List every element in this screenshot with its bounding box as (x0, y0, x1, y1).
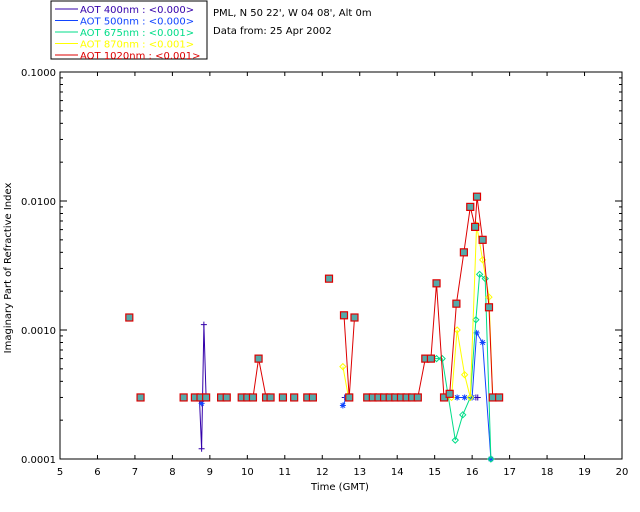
data-point-diamond (481, 274, 489, 283)
x-tick-label: 16 (466, 467, 479, 478)
y-tick-label: 0.1000 (21, 68, 56, 79)
data-point-asterisk (339, 402, 346, 409)
x-tick-label: 15 (428, 467, 441, 478)
x-tick-label: 9 (207, 467, 213, 478)
legend-label: AOT 675nm : <0.001> (80, 28, 194, 39)
data-point-square (472, 192, 482, 201)
data-point-square (495, 393, 504, 402)
data-point-square (432, 279, 441, 288)
x-tick-label: 12 (316, 467, 329, 478)
data-point-plus (200, 321, 207, 328)
series-line (367, 196, 500, 399)
series-line (343, 315, 355, 398)
data-point-square (222, 393, 231, 402)
date-text: Data from: 25 Apr 2002 (213, 26, 332, 37)
data-point-square (426, 354, 436, 363)
data-point-square (471, 222, 480, 231)
x-tick-label: 8 (169, 467, 175, 478)
data-point-square (324, 274, 334, 283)
y-tick-label: 0.0001 (21, 455, 56, 466)
x-tick-label: 18 (541, 467, 554, 478)
data-point-diamond (339, 362, 347, 371)
data-point-square (345, 393, 354, 402)
data-point-asterisk (479, 339, 486, 346)
data-point-square (308, 393, 317, 402)
legend-label: AOT 500nm : <0.000> (80, 17, 194, 28)
series-line (342, 366, 349, 398)
series-1 (196, 321, 481, 452)
x-tick-label: 20 (616, 467, 629, 478)
data-point-diamond (466, 393, 474, 402)
data-point-asterisk (461, 394, 468, 401)
data-point-square (452, 299, 461, 308)
data-point-square (125, 313, 134, 322)
series-line (430, 273, 492, 460)
data-point-diamond (485, 293, 493, 301)
x-tick-label: 7 (132, 467, 138, 478)
x-tick-label: 14 (391, 467, 404, 478)
data-point-square (445, 389, 454, 398)
legend-label: AOT 870nm : <0.001> (80, 40, 194, 51)
x-tick-label: 11 (278, 467, 291, 478)
location-text: PML, N 50 22', W 04 08', Alt 0m (213, 8, 372, 19)
data-point-plus (198, 445, 205, 452)
legend: AOT 400nm : <0.000>AOT 500nm : <0.000>AO… (50, 0, 208, 62)
y-tick-label: 0.0100 (21, 197, 56, 208)
data-point-square (484, 303, 494, 312)
data-point-square (136, 393, 145, 402)
data-point-square (248, 393, 258, 402)
x-tick-label: 19 (578, 467, 591, 478)
y-axis-title: Imaginary Part of Refractive Index (3, 183, 14, 354)
x-axis-title: Time (GMT) (310, 482, 369, 493)
data-point-square (179, 393, 188, 402)
data-point-asterisk (198, 400, 205, 407)
data-point-diamond (453, 326, 461, 334)
data-point-asterisk (469, 394, 476, 401)
data-point-asterisk (473, 329, 480, 336)
data-point-diamond (438, 354, 446, 363)
data-point-diamond (459, 411, 467, 419)
data-point-plus (474, 394, 481, 401)
x-tick-label: 6 (94, 467, 100, 478)
data-point-square (466, 202, 475, 212)
data-point-asterisk (454, 394, 461, 401)
data-point-square (202, 393, 211, 402)
x-tick-label: 17 (503, 467, 516, 478)
data-point-square (413, 393, 422, 402)
plot-frame (59, 71, 623, 460)
x-tick-label: 13 (353, 467, 366, 478)
x-tick-label: 5 (57, 467, 63, 478)
data-point-square (339, 311, 349, 320)
data-point-square (290, 393, 299, 402)
y-tick-label: 0.0010 (21, 326, 56, 337)
data-point-square (266, 393, 275, 402)
data-point-square (478, 235, 487, 244)
data-point-square (459, 248, 468, 257)
series-line (241, 358, 271, 398)
legend-box (50, 0, 208, 60)
data-point-diamond (475, 270, 484, 279)
series-line (198, 324, 207, 449)
legend-label: AOT 1020nm : <0.001> (80, 51, 200, 62)
data-point-diamond (487, 455, 495, 463)
data-point-square (278, 393, 288, 402)
plot-area: 5 6 7 8 9 10 11 12 13 14 15 16 17 18 19 20 0.0001 0.0010 0… (21, 68, 628, 478)
x-tick-label: 10 (241, 467, 254, 478)
data-point-square (350, 313, 359, 322)
series-5 (125, 192, 504, 402)
legend-label: AOT 400nm : <0.000> (80, 5, 194, 16)
data-point-diamond (451, 436, 459, 444)
data-point-square (254, 354, 263, 363)
data-point-diamond (460, 371, 469, 379)
data-point-diamond (472, 316, 480, 324)
